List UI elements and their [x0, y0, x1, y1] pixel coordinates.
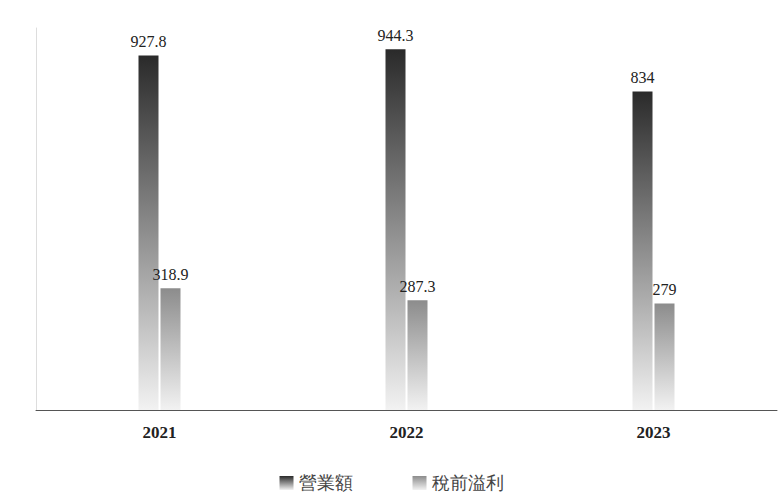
svg-text:2021: 2021 — [143, 423, 177, 442]
svg-text:927.8: 927.8 — [131, 33, 167, 50]
svg-text:318.9: 318.9 — [153, 266, 189, 283]
svg-text:稅前溢利: 稅前溢利 — [432, 473, 504, 493]
svg-text:2022: 2022 — [390, 423, 424, 442]
svg-text:279: 279 — [653, 281, 677, 298]
svg-text:834: 834 — [631, 69, 655, 86]
svg-text:944.3: 944.3 — [378, 27, 414, 44]
svg-text:287.3: 287.3 — [400, 278, 436, 295]
svg-text:營業額: 營業額 — [299, 473, 353, 493]
svg-text:2023: 2023 — [637, 423, 671, 442]
